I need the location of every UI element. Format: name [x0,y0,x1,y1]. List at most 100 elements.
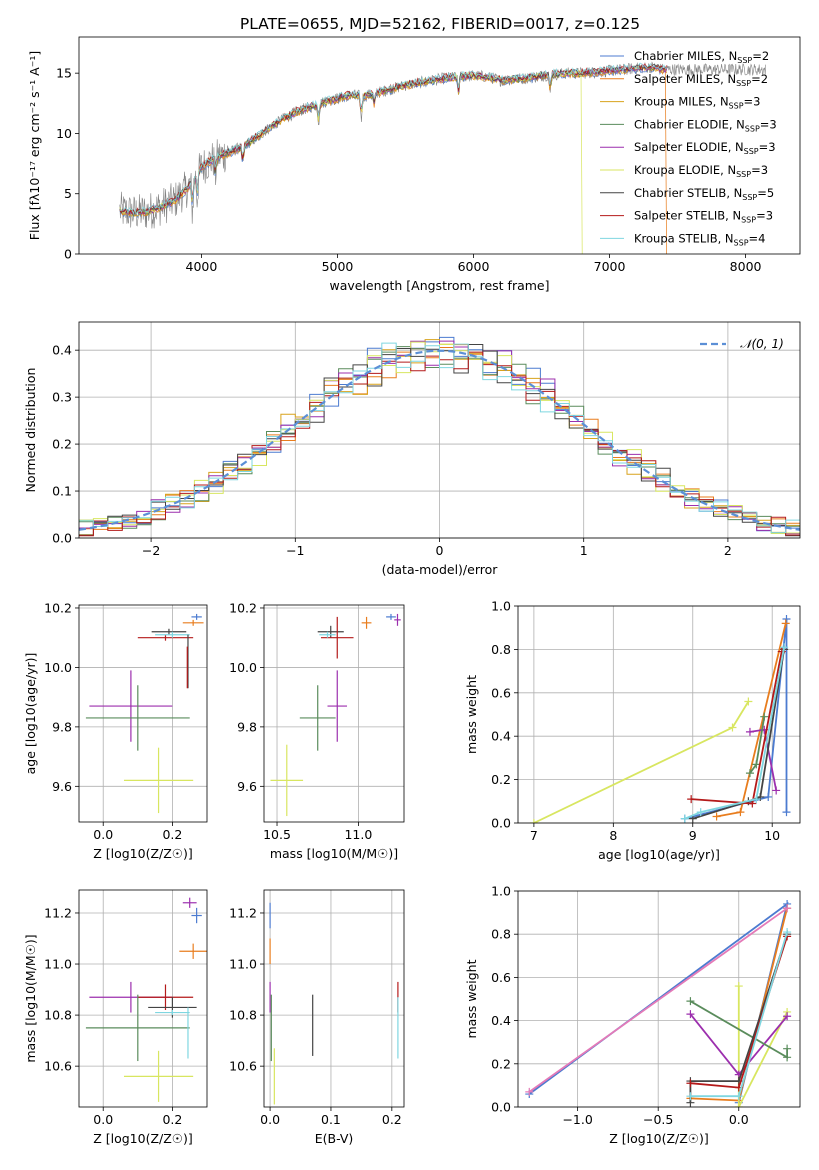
plot-area [79,336,800,537]
x-tick-label: 4000 [186,259,218,274]
y-tick-label: 0.6 [491,970,511,985]
plot-area [119,61,766,254]
axes-frame [78,889,208,1108]
x-tick-label: 8000 [730,259,762,274]
weight-marker [736,808,745,817]
x-tick-label: 8 [609,828,617,843]
x-tick-label: 0.0 [260,1112,280,1127]
legend-subscript: SSP [745,124,760,133]
y-tick-label: 10 [56,126,72,141]
y-tick-label: 5 [64,186,72,201]
x-tick-label: 7000 [594,259,626,274]
x-axis-label: wavelength [Angstrom, rest frame] [329,278,549,293]
weight-marker [760,712,769,721]
plot-area [85,897,207,1102]
plot-area [529,615,791,823]
data-point [386,613,396,620]
y-axis-label: mass weight [464,675,479,754]
x-tick-label: 0.2 [162,827,182,842]
weight-marker [783,904,792,913]
y-tick-label: 0 [64,247,72,262]
legend-series-name: Salpeter MILES, N [634,72,736,86]
y-tick-label: 10.2 [229,600,257,615]
x-tick-label: 2 [724,543,732,558]
x-tick-label: 7 [530,828,538,843]
legend-series-name: Chabrier MILES, N [634,49,737,63]
spectrum-panel: 4000 5000 6000 7000 8000 0 5 10 15 wavelength [An… [27,36,801,293]
legend-nssp-value: =3 [751,163,768,177]
residuals-panel: −2 −1 0 1 2 0.0 0.1 0.2 0.3 0.4 (data-model)/error… [23,321,801,577]
x-tick-label: −1.0 [562,1112,592,1127]
legend-subscript: SSP [744,147,759,156]
residual-histogram [79,342,800,534]
weight-marker [734,982,743,991]
weight-series-line [533,701,750,823]
legend-series-name: Chabrier STELIB, N [634,186,742,200]
mass-vs-extinction-panel: 0.0 0.1 0.2 10.6 10.8 11.0 11.2 E(B-V) [229,889,405,1146]
axes-frame [78,604,208,823]
y-tick-label: 11.0 [44,957,72,972]
weight-marker [744,697,753,706]
weight-marker [745,769,754,778]
data-point [327,670,348,742]
y-tick-label: 15 [56,66,72,81]
axes-frame [78,321,801,539]
data-point [319,631,336,638]
weight-marker [783,1044,792,1053]
mass-vs-metallicity-panel: 0.0 0.2 10.6 10.8 11.0 11.2 Z [log10(Z/Z☉)] mas… [23,889,208,1146]
model-spectrum-line [119,63,668,215]
data-point [137,634,194,641]
legend-nssp-value: =2 [752,49,769,63]
legend-entry-label: Chabrier MILES, NSSP=2 [634,49,769,65]
legend-entry-label: Salpeter ELODIE, NSSP=3 [634,140,776,156]
weight-marker [525,1087,534,1096]
legend-entry-label: Salpeter STELIB, NSSP=3 [634,209,773,225]
data-point [85,685,190,751]
data-point [270,744,304,817]
weight-vs-metallicity-panel: −1.0 −0.5 0.0 0.0 0.2 0.4 0.6 0.8 1.0 Z [log10(Z/… [464,884,801,1146]
x-tick-label: 5000 [322,259,354,274]
weight-marker [780,643,789,652]
y-tick-label: 0.0 [491,816,511,831]
data-point [123,1050,194,1102]
y-tick-label: 0.0 [52,531,72,546]
y-tick-label: 11.2 [44,905,72,920]
weight-marker [728,723,737,732]
data-point [317,625,344,638]
x-tick-label: 0.0 [93,827,113,842]
axes-frame [78,36,801,255]
axes-frame [263,889,405,1108]
plot-area [85,613,204,814]
y-tick-label: 0.1 [52,484,72,499]
x-tick-label: −0.5 [643,1112,673,1127]
y-tick-label: 10.6 [44,1059,72,1074]
weight-vs-age-panel: 7 8 9 10 0.0 0.2 0.4 0.6 0.8 1.0 age [log10(age/yr… [464,599,801,862]
data-point [299,685,336,751]
legend-entry-label: Kroupa STELIB, NSSP=4 [634,231,765,247]
x-tick-label: 10 [764,828,780,843]
y-tick-label: 0.0 [491,1100,511,1115]
y-axis-label: Normed distribution [23,368,38,493]
legend-subscript: SSP [737,56,752,65]
legend-subscript: SSP [734,238,749,247]
y-tick-label: 1.0 [491,884,511,899]
data-point [182,619,204,626]
x-axis-label: mass [log10(M/M☉)] [270,846,398,861]
data-point [182,897,197,908]
y-tick-label: 0.4 [52,343,72,358]
weight-marker [687,795,696,804]
y-tick-label: 10.0 [229,660,257,675]
y-tick-label: 10.8 [44,1008,72,1023]
x-tick-label: −1 [286,543,304,558]
y-tick-label: 0.8 [491,927,511,942]
legend-entry-label: 𝒩(0, 1) [740,337,784,351]
legend-series-name: Salpeter ELODIE, N [634,140,744,154]
y-tick-label: 1.0 [491,599,511,614]
normal-reference-curve [79,349,800,531]
legend-series-name: Chabrier ELODIE, N [634,117,745,131]
weight-marker [712,812,721,821]
weight-marker [777,647,786,656]
age-vs-mass-panel: 10.5 11.0 9.6 9.8 10.0 10.2 mass [log10(M/M☉)] [229,600,405,861]
data-point [89,670,173,742]
